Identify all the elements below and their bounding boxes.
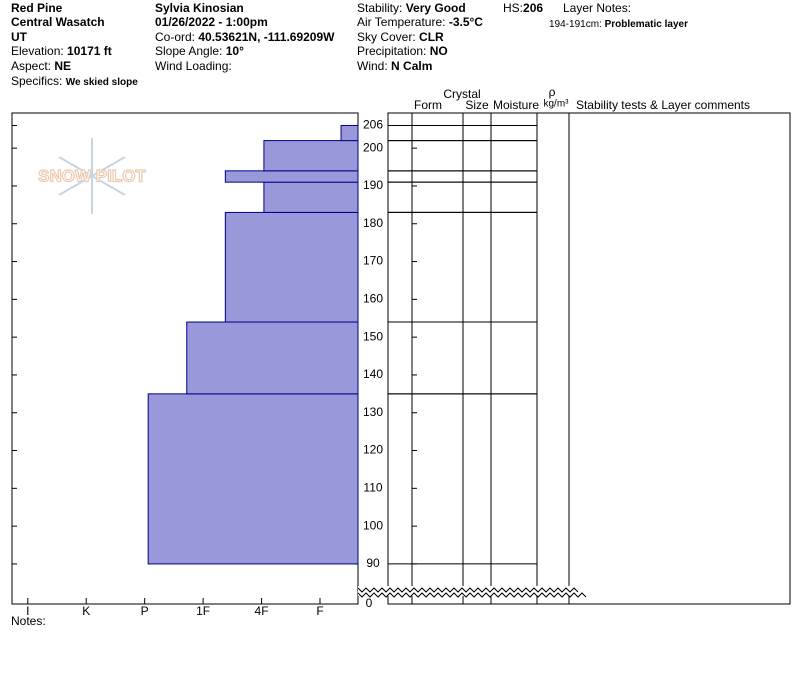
col-header: Form <box>414 98 442 112</box>
sky-cover: Sky Cover: CLR <box>357 30 444 44</box>
y-tick-label: 160 <box>363 292 383 306</box>
axis-break <box>357 587 587 598</box>
layer-bar <box>224 170 359 183</box>
col-header: kg/m³ <box>544 99 570 110</box>
table-columns <box>411 113 570 604</box>
layer-notes-label: Layer Notes: <box>563 1 631 15</box>
y-tick-label: 90 <box>366 556 380 570</box>
layer-bar <box>263 181 359 213</box>
elevation: Elevation: 10171 ft <box>11 44 112 58</box>
layer-bar <box>224 211 359 323</box>
precipitation: Precipitation: NO <box>357 44 448 58</box>
x-tick-label: P <box>141 604 149 618</box>
layer-note: 194-191cm: Problematic layer <box>549 19 688 30</box>
col-header: Moisture <box>493 98 539 112</box>
layer-bar <box>147 393 359 565</box>
stability: Stability: Very Good <box>357 1 466 15</box>
y-tick-label: 206 <box>363 118 383 132</box>
table-frame <box>387 112 791 605</box>
y-tick-label: 200 <box>363 140 383 154</box>
slope-angle: Slope Angle: 10° <box>155 44 244 58</box>
watermark-text: SNOW PILOT <box>38 166 146 185</box>
y-tick-label: 130 <box>363 405 383 419</box>
y-tick-label: 150 <box>363 329 383 343</box>
notes-label: Notes: <box>11 614 46 628</box>
col-header: ρ <box>549 85 556 99</box>
hs: HS:206 <box>503 1 543 15</box>
col-header: Size <box>465 98 489 112</box>
observer: Sylvia Kinosian <box>155 1 244 15</box>
y-tick-label: 140 <box>363 367 383 381</box>
wind-loading: Wind Loading: <box>155 59 232 73</box>
coord: Co-ord: 40.53621N, -111.69209W <box>155 30 335 44</box>
range: Central Wasatch <box>11 15 105 29</box>
specifics: Specifics: We skied slope <box>11 74 138 88</box>
y-tick-label: 190 <box>363 178 383 192</box>
aspect: Aspect: NE <box>11 59 71 73</box>
datetime: 01/26/2022 - 1:00pm <box>155 15 268 29</box>
x-tick-label: 1F <box>196 604 210 618</box>
y-tick-label: 110 <box>363 481 382 495</box>
y-tick-label: 180 <box>363 216 383 230</box>
state: UT <box>11 30 28 44</box>
y-tick-label: 170 <box>363 254 383 268</box>
x-tick-label: F <box>316 604 323 618</box>
layer-bar <box>263 140 359 172</box>
y-tick-label: 120 <box>363 443 383 457</box>
watermark: SNOW PILOT <box>38 138 147 214</box>
ground-label: 0 <box>366 596 373 610</box>
y-tick-label: 100 <box>363 518 383 532</box>
col-header: Crystal <box>443 87 480 101</box>
break-mask <box>358 586 570 596</box>
site: Red Pine <box>11 1 63 15</box>
col-header: Stability tests & Layer comments <box>576 98 750 112</box>
x-tick-label: 4F <box>255 604 269 618</box>
layer-bar <box>186 321 359 395</box>
x-tick-label: K <box>82 604 90 618</box>
layer-bar <box>340 124 359 142</box>
wind: Wind: N Calm <box>357 59 432 73</box>
air-temperature: Air Temperature: -3.5°C <box>357 15 483 29</box>
x-tick-label: I <box>26 604 29 618</box>
